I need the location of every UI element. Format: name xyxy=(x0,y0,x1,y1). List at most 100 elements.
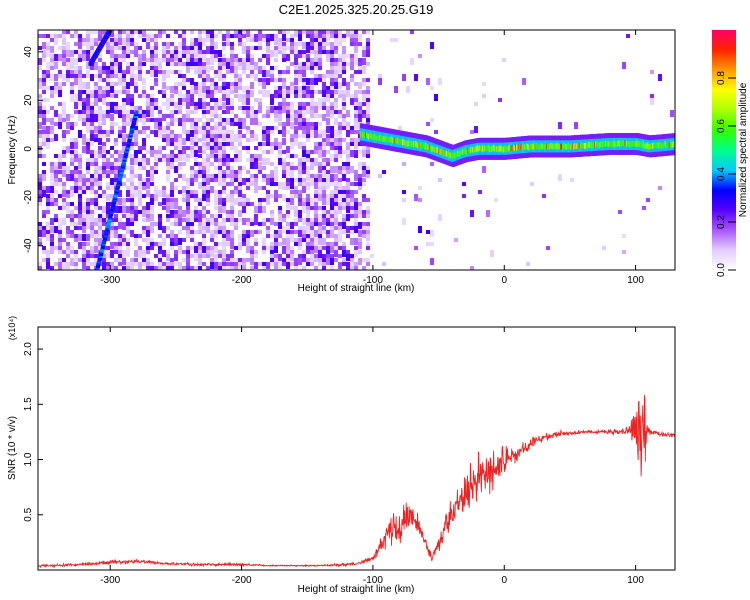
spectrogram-cell xyxy=(330,134,334,138)
spectrogram-cell xyxy=(106,162,110,169)
spectrogram-cell xyxy=(54,214,58,218)
spectrogram-cell xyxy=(170,110,174,117)
spectrogram-cell xyxy=(338,134,342,138)
spectrogram-cell xyxy=(262,114,266,118)
spectrogram-cell xyxy=(302,66,306,70)
spectrogram-cell xyxy=(170,50,174,54)
spectrogram-cell xyxy=(438,78,442,85)
spectrogram-cell xyxy=(218,146,222,153)
spectrogram-cell xyxy=(314,254,318,258)
spectrogram-cell xyxy=(326,106,330,110)
spectrogram-cell xyxy=(318,174,322,178)
spectrogram-cell xyxy=(122,54,126,61)
spectrogram-cell xyxy=(346,110,350,117)
spectrogram-cell xyxy=(58,170,62,174)
spectrogram-cell xyxy=(278,122,282,126)
spectrogram-cell xyxy=(198,182,202,189)
spectrogram-cell xyxy=(62,182,66,186)
spectrogram-cell xyxy=(174,262,178,266)
spectrogram-cell xyxy=(118,34,122,41)
spectrogram-cell xyxy=(202,182,206,186)
spectrogram-cell xyxy=(274,262,278,269)
spectrogram-cell xyxy=(50,246,54,253)
spectrogram-cell xyxy=(238,30,242,34)
spectrogram-cell xyxy=(42,110,46,117)
spectrogram-cell xyxy=(346,206,350,213)
spectrogram-cell xyxy=(202,194,206,201)
spectrogram-cell xyxy=(142,166,146,170)
spectrogram-cell xyxy=(70,210,74,214)
spectrogram-cell xyxy=(186,130,190,137)
spectrogram-cell xyxy=(302,54,306,58)
spectrogram-cell xyxy=(62,34,66,38)
spectrogram-cell xyxy=(326,54,330,61)
spectrogram-cell xyxy=(270,218,274,225)
spectrogram-cell xyxy=(146,102,150,106)
spectrogram-cell xyxy=(262,66,266,73)
spectrogram-cell xyxy=(274,126,278,130)
spectrogram-cell xyxy=(362,162,366,166)
spectrogram-cell xyxy=(246,106,250,110)
spectrogram-cell xyxy=(138,158,142,165)
spectrogram-cell xyxy=(330,54,334,58)
spectrogram-cell xyxy=(38,78,42,82)
spectrogram-cell xyxy=(246,110,250,117)
spectrogram-cell xyxy=(334,158,338,162)
spectrogram-cell xyxy=(158,262,162,266)
spectrogram-cell xyxy=(118,150,122,154)
spectrogram-cell xyxy=(230,46,234,53)
spectrogram-cell xyxy=(46,186,50,193)
spectrogram-cell xyxy=(270,146,274,153)
spectrogram-cell xyxy=(114,166,118,173)
spectrogram-cell xyxy=(318,154,322,158)
spectrogram-cell xyxy=(86,262,90,269)
spectrogram-cell xyxy=(250,254,254,258)
spectrogram-cell xyxy=(294,126,298,130)
spectrogram-cell xyxy=(618,210,622,214)
spectrogram-cell xyxy=(206,126,210,130)
spectrogram-cell xyxy=(238,166,242,173)
spectrogram-cell xyxy=(74,58,78,65)
spectrogram-cell xyxy=(234,70,238,77)
spectrogram-cell xyxy=(146,210,150,214)
spectrogram-cell xyxy=(366,86,370,90)
spectrogram-cell xyxy=(174,238,178,242)
spectrogram-cell xyxy=(250,54,254,61)
spectrogram-cell xyxy=(226,58,230,65)
spectrogram-cell xyxy=(38,102,42,106)
spectrogram-cell xyxy=(202,78,206,82)
spectrogram-cell xyxy=(370,254,374,258)
spectrogram-cell xyxy=(226,182,230,186)
spectrogram-cell xyxy=(62,258,66,265)
spectrogram-cell xyxy=(202,162,206,169)
spectrogram-cell xyxy=(150,262,154,269)
spectrogram-cell xyxy=(134,238,138,242)
spectrogram-cell xyxy=(134,86,138,93)
spectrogram-cell xyxy=(274,118,278,122)
spectrogram-cell xyxy=(170,158,174,162)
spectrogram-cell xyxy=(150,94,154,98)
spectrogram-cell xyxy=(202,30,206,34)
spectrogram-cell xyxy=(150,86,154,90)
spectrogram-cell xyxy=(118,114,122,118)
spectrogram-cell xyxy=(402,218,406,225)
spectrogram-cell xyxy=(86,178,90,182)
spectrogram-cell xyxy=(366,242,370,246)
spectrogram-cell xyxy=(334,174,338,181)
spectrogram-cell xyxy=(158,214,162,218)
spectrogram-cell xyxy=(290,262,294,266)
spectrogram-cell xyxy=(658,74,662,81)
spectrogram-cell xyxy=(42,58,46,62)
spectrogram-cell xyxy=(474,126,478,133)
spectrogram-cell xyxy=(330,222,334,229)
spectrogram-cell xyxy=(146,190,150,197)
spectrogram-cell xyxy=(546,246,550,250)
spectrogram-cell xyxy=(298,70,302,74)
spectrogram-cell xyxy=(338,34,342,41)
spectrogram-cell xyxy=(146,178,150,182)
spectrogram-cell xyxy=(46,202,50,206)
spectrogram-cell xyxy=(194,118,198,122)
spectrogram-cell xyxy=(38,198,42,202)
spectrogram-cell xyxy=(218,58,222,65)
